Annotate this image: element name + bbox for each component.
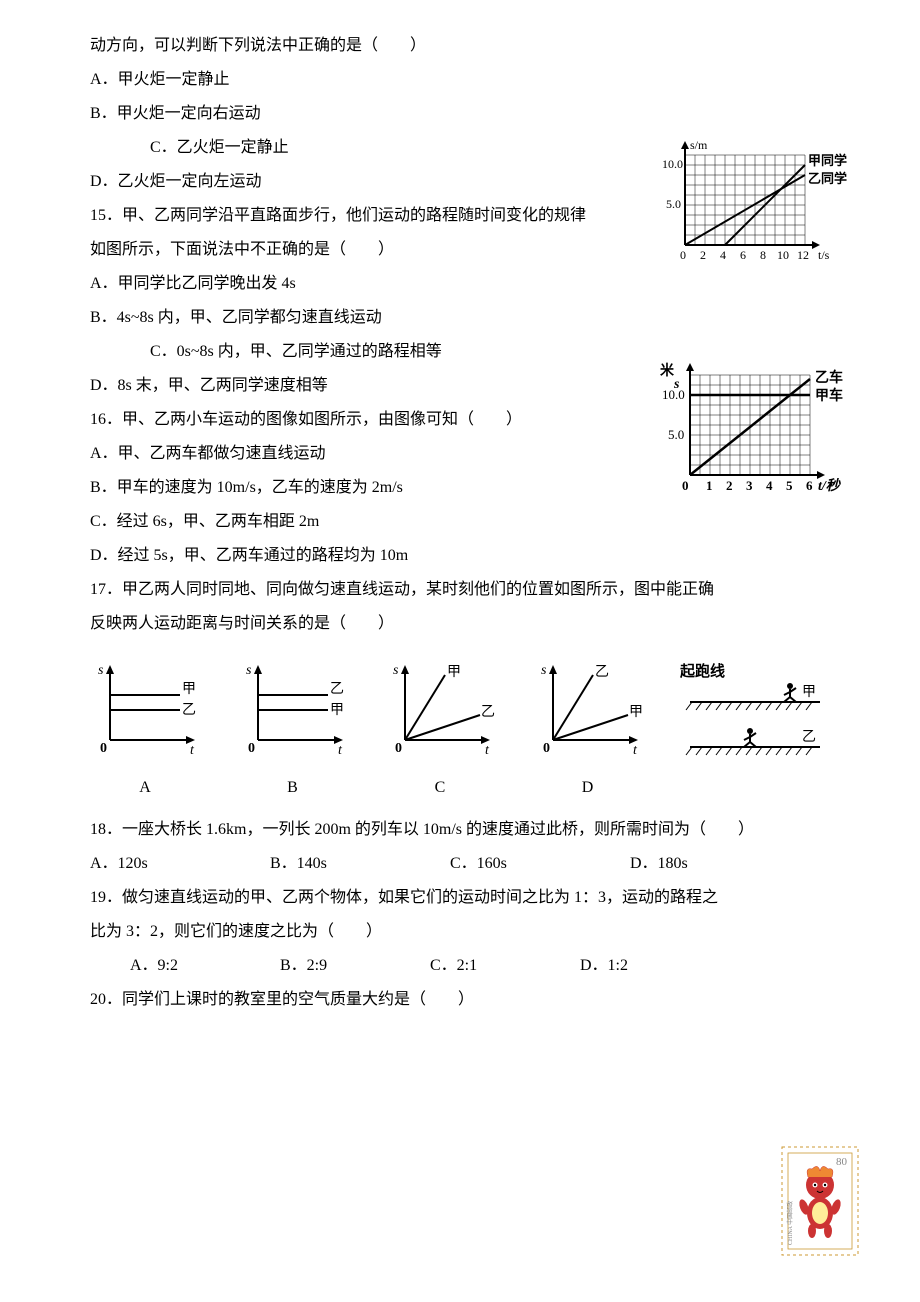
q18-opt-d: D．180s [630, 848, 810, 880]
svg-text:乙同学: 乙同学 [808, 171, 847, 186]
q17-figures-row: s t 0 甲 乙 A s t 0 乙 甲 B [90, 660, 830, 804]
car-motion-chart-icon: 米 s 10.0 5.0 0 1 2 3 4 5 6 t/秒 乙车 甲车 [660, 360, 860, 505]
q18-stem: 18．一座大桥长 1.6km，一列长 200m 的列车以 10m/s 的速度通过… [90, 814, 830, 846]
q19-options: A．9:2 B．2:9 C．2:1 D．1:2 [90, 950, 830, 982]
svg-text:1: 1 [706, 478, 713, 493]
svg-text:t: t [485, 743, 490, 758]
graph-c-icon: s t 0 甲 乙 [385, 660, 495, 760]
q14-tail-line: 动方向，可以判断下列说法中正确的是（ ） [90, 30, 830, 62]
q16-opt-d: D．经过 5s，甲、乙两车通过的路程均为 10m [90, 540, 830, 572]
q18-options: A．120s B．140s C．160s D．180s [90, 848, 830, 880]
svg-text:甲: 甲 [182, 682, 196, 697]
q17-label-c: C [385, 772, 495, 804]
svg-text:s: s [393, 663, 399, 678]
svg-text:12: 12 [797, 248, 809, 262]
q17-label-d: D [533, 772, 643, 804]
svg-text:乙: 乙 [802, 729, 816, 745]
svg-text:s: s [98, 663, 104, 678]
svg-text:甲: 甲 [629, 705, 643, 720]
q14-opt-a: A．甲火炬一定静止 [90, 64, 830, 96]
svg-text:10: 10 [777, 248, 789, 262]
svg-text:t: t [633, 743, 638, 758]
q19-opt-c: C．2:1 [430, 950, 580, 982]
start-line-icon: 起跑线 甲 乙 [680, 662, 830, 772]
svg-text:6: 6 [740, 248, 746, 262]
q17-fig-c: s t 0 甲 乙 C [385, 660, 495, 804]
svg-text:2: 2 [700, 248, 706, 262]
svg-text:CHINA 中国邮政: CHINA 中国邮政 [786, 1201, 794, 1245]
graph-d-icon: s t 0 乙 甲 [533, 660, 643, 760]
svg-text:5.0: 5.0 [668, 427, 684, 442]
svg-text:3: 3 [746, 478, 753, 493]
svg-text:0: 0 [100, 741, 107, 756]
q17-label-b: B [238, 772, 348, 804]
q17-stem2: 反映两人运动距离与时间关系的是（ ） [90, 608, 830, 640]
q17-start-diagram: 起跑线 甲 乙 [680, 662, 830, 804]
svg-text:0: 0 [248, 741, 255, 756]
svg-text:甲车: 甲车 [815, 387, 843, 404]
svg-text:甲: 甲 [802, 685, 816, 700]
svg-text:10.0: 10.0 [662, 157, 683, 171]
svg-text:t/秒: t/秒 [818, 477, 842, 494]
svg-text:4: 4 [720, 248, 726, 262]
svg-text:s: s [246, 663, 252, 678]
svg-text:0: 0 [680, 248, 686, 262]
svg-text:4: 4 [766, 478, 773, 493]
q17-label-a: A [90, 772, 200, 804]
svg-text:s: s [541, 663, 547, 678]
q17-fig-d: s t 0 乙 甲 D [533, 660, 643, 804]
svg-text:6: 6 [806, 478, 813, 493]
q18-opt-c: C．160s [450, 848, 630, 880]
svg-text:10.0: 10.0 [662, 387, 685, 402]
q18-opt-b: B．140s [270, 848, 450, 880]
q19-opt-b: B．2:9 [280, 950, 430, 982]
svg-text:起跑线: 起跑线 [680, 662, 725, 680]
q15-opt-b: B．4s~8s 内，甲、乙同学都匀速直线运动 [90, 302, 830, 334]
svg-text:5.0: 5.0 [666, 197, 681, 211]
svg-text:t: t [338, 743, 343, 758]
stamp-icon: 80 CHINA 中国邮政 [780, 1145, 860, 1260]
q17-fig-a: s t 0 甲 乙 A [90, 660, 200, 804]
svg-text:5: 5 [786, 478, 793, 493]
q16-chart: 米 s 10.0 5.0 0 1 2 3 4 5 6 t/秒 乙车 甲车 [660, 360, 860, 517]
graph-a-icon: s t 0 甲 乙 [90, 660, 200, 760]
svg-text:0: 0 [682, 478, 689, 493]
svg-text:乙: 乙 [330, 681, 344, 697]
q19-stem2: 比为 3：2，则它们的速度之比为（ ） [90, 916, 830, 948]
svg-text:乙: 乙 [595, 664, 609, 680]
svg-text:甲: 甲 [330, 703, 344, 718]
q19-opt-a: A．9:2 [130, 950, 280, 982]
svg-text:乙: 乙 [182, 702, 196, 718]
q14-opt-b: B．甲火炬一定向右运动 [90, 98, 830, 130]
svg-text:甲: 甲 [447, 665, 461, 680]
graph-b-icon: s t 0 乙 甲 [238, 660, 348, 760]
q15-chart: s/m 10.0 5.0 0 2 4 6 8 10 12 t/s 甲同学 乙同学 [660, 135, 860, 287]
q19-stem1: 19．做匀速直线运动的甲、乙两个物体，如果它们的运动时间之比为 1：3，运动的路… [90, 882, 830, 914]
svg-text:乙: 乙 [481, 704, 495, 720]
svg-text:2: 2 [726, 478, 733, 493]
fuwa-stamp: 80 CHINA 中国邮政 [780, 1145, 860, 1272]
q18-opt-a: A．120s [90, 848, 270, 880]
svg-text:80: 80 [836, 1156, 848, 1168]
svg-text:t: t [190, 743, 195, 758]
svg-text:乙车: 乙车 [815, 369, 843, 386]
q19-opt-d: D．1:2 [580, 950, 730, 982]
svg-text:t/s: t/s [818, 248, 830, 262]
q17-fig-b: s t 0 乙 甲 B [238, 660, 348, 804]
svg-text:米: 米 [660, 362, 675, 379]
svg-text:s/m: s/m [690, 138, 708, 152]
svg-text:0: 0 [543, 741, 550, 756]
svg-text:0: 0 [395, 741, 402, 756]
q17-stem1: 17．甲乙两人同时同地、同向做匀速直线运动，某时刻他们的位置如图所示，图中能正确 [90, 574, 830, 606]
svg-text:8: 8 [760, 248, 766, 262]
q20-stem: 20．同学们上课时的教室里的空气质量大约是（ ） [90, 984, 830, 1016]
distance-time-chart-icon: s/m 10.0 5.0 0 2 4 6 8 10 12 t/s 甲同学 乙同学 [660, 135, 860, 275]
svg-text:甲同学: 甲同学 [808, 153, 847, 168]
